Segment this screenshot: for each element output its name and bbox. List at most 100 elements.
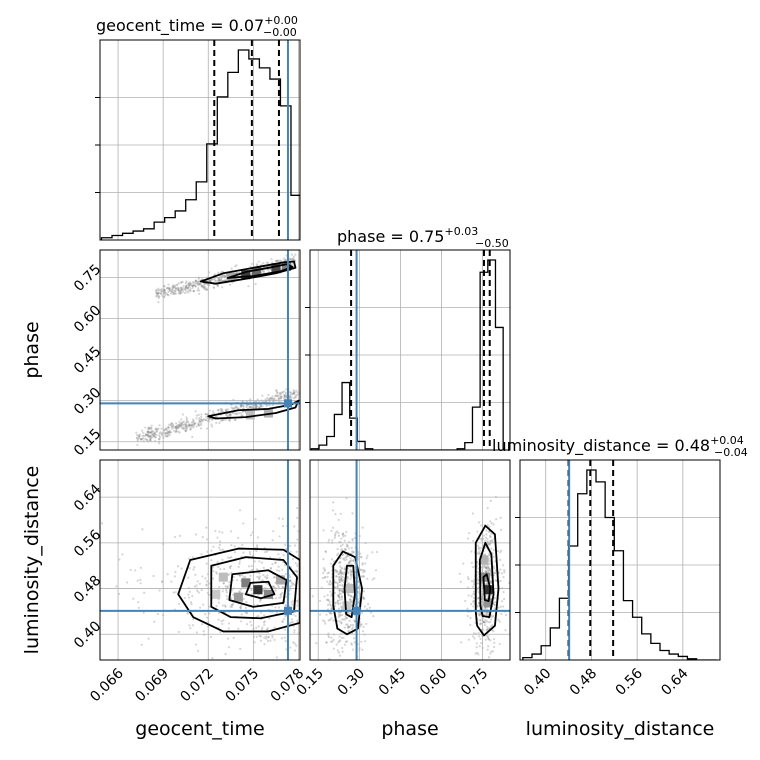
sample-point <box>361 526 364 529</box>
sample-point <box>221 286 224 289</box>
contour-phase-luminosity_distance-2 <box>482 573 492 603</box>
sample-point <box>158 589 161 592</box>
sample-point <box>373 577 376 580</box>
sample-point <box>338 571 342 574</box>
title-luminosity-distance: luminosity_distance = 0.48+0.04 <box>492 434 744 456</box>
sample-point <box>342 636 345 639</box>
sample-point <box>341 533 344 536</box>
sample-point <box>167 431 170 434</box>
sample-point <box>323 568 327 571</box>
sample-point <box>293 629 296 632</box>
sample-point <box>182 423 185 427</box>
sample-point <box>338 584 342 587</box>
sample-point <box>218 421 221 425</box>
sample-point <box>187 284 190 287</box>
sample-point <box>174 290 177 293</box>
sample-point <box>179 290 182 293</box>
sample-point <box>235 412 239 415</box>
sample-point <box>345 558 348 561</box>
sample-point <box>284 259 287 262</box>
sample-point <box>275 259 279 263</box>
sample-point <box>147 431 150 434</box>
sample-point <box>271 395 274 398</box>
sample-point <box>149 431 152 434</box>
sample-point <box>340 622 343 625</box>
sample-point <box>338 581 341 584</box>
sample-point <box>480 641 483 645</box>
sample-point <box>274 597 278 600</box>
sample-point <box>472 566 475 569</box>
sample-point <box>257 260 260 263</box>
sample-point <box>228 413 231 416</box>
sample-point <box>220 620 223 623</box>
sample-point <box>490 532 493 535</box>
sample-point <box>259 639 263 642</box>
sample-point <box>212 577 215 580</box>
sample-point <box>290 393 293 396</box>
sample-point <box>209 278 212 282</box>
sample-point <box>349 557 352 560</box>
sample-point <box>204 419 207 422</box>
sample-point <box>198 289 201 292</box>
sample-point <box>337 552 340 555</box>
sample-point <box>476 552 479 555</box>
sample-point <box>342 553 345 556</box>
sample-point <box>168 290 171 293</box>
sample-point <box>487 530 490 533</box>
sample-point <box>458 572 461 575</box>
sample-point <box>336 547 339 551</box>
sample-point <box>163 296 166 299</box>
sample-point <box>237 412 241 415</box>
sample-point <box>196 289 199 292</box>
sample-point <box>146 433 149 437</box>
sample-point <box>329 612 332 615</box>
sample-point <box>487 638 490 641</box>
sample-point <box>180 424 183 427</box>
sample-point <box>330 606 334 609</box>
sample-point <box>290 621 293 624</box>
sample-point <box>344 640 347 643</box>
sample-point <box>284 391 288 395</box>
sample-point <box>154 428 157 431</box>
sample-point <box>273 638 276 641</box>
sample-point <box>176 424 179 427</box>
sample-point <box>462 562 465 565</box>
sample-point <box>198 582 201 585</box>
sample-point <box>466 607 469 610</box>
sample-point <box>249 265 252 268</box>
sample-point <box>492 565 495 568</box>
sample-point <box>210 549 213 552</box>
sample-point <box>288 544 292 548</box>
sample-point <box>486 523 489 527</box>
sample-point <box>234 406 237 409</box>
sample-point <box>156 292 159 295</box>
sample-point <box>489 581 492 585</box>
sample-point <box>197 424 201 427</box>
panel-2d-inner-geocent_time-phase <box>100 250 300 450</box>
sample-point <box>281 586 284 589</box>
sample-point <box>78 569 80 571</box>
sample-point <box>214 279 217 282</box>
sample-point <box>188 428 192 431</box>
sample-point <box>332 638 335 641</box>
sample-point <box>472 592 475 595</box>
density-cell <box>241 578 251 588</box>
sample-point <box>485 567 488 571</box>
sample-point <box>189 627 192 630</box>
sample-point <box>269 639 272 642</box>
sample-point <box>337 594 340 597</box>
sample-point <box>146 434 150 437</box>
sample-point <box>230 406 233 409</box>
sample-point <box>293 396 296 399</box>
sample-point <box>470 561 473 564</box>
contour-geocent_time-luminosity_distance-2 <box>210 556 298 620</box>
sample-point <box>188 284 192 287</box>
sample-point <box>174 590 177 594</box>
sample-point <box>223 604 227 607</box>
sample-point <box>220 408 223 411</box>
sample-point <box>226 556 230 559</box>
sample-point <box>140 643 143 646</box>
sample-point <box>172 591 175 594</box>
sample-point <box>295 564 299 567</box>
sample-point <box>294 614 297 618</box>
